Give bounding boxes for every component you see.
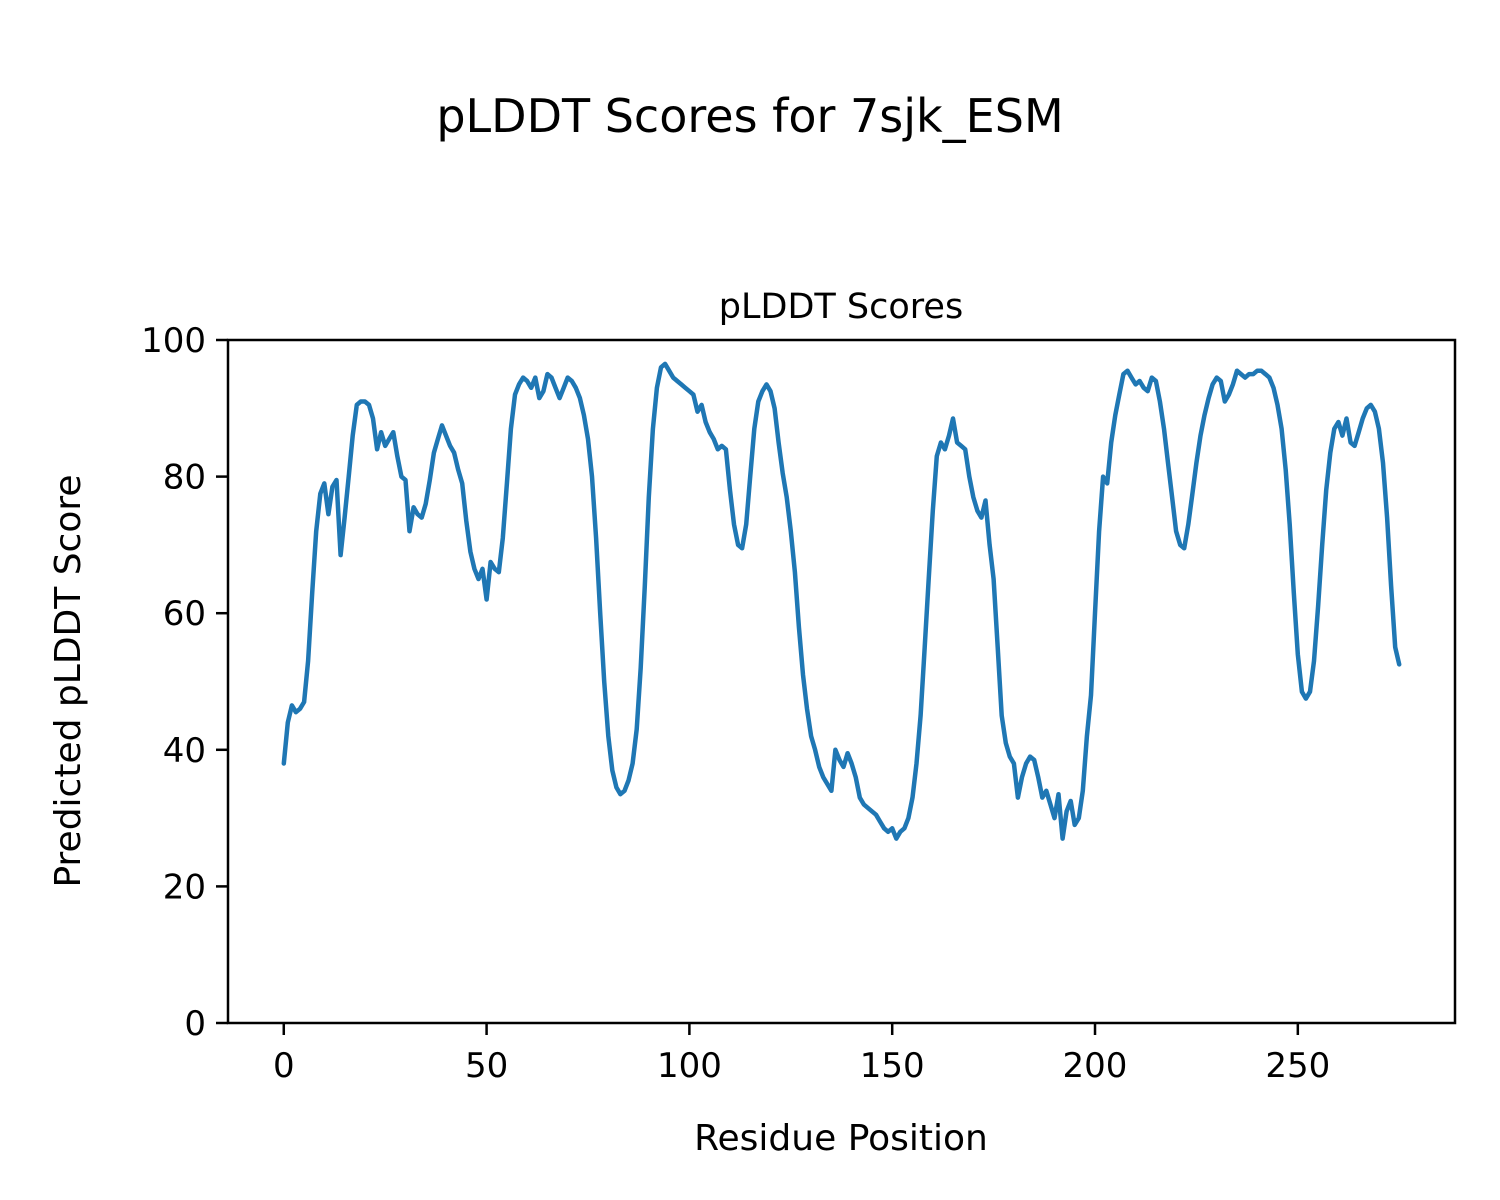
y-axis-label: Predicted pLDDT Score [48,474,89,887]
y-tick-label: 40 [163,731,206,771]
y-tick-label: 60 [163,594,206,634]
y-tick-label: 0 [184,1004,206,1044]
plot-border [226,338,1457,1025]
x-tick-label: 150 [860,1046,925,1086]
x-tick-label: 100 [657,1046,722,1086]
plddt-series-line [281,361,1402,841]
x-axis-label: Residue Position [694,1118,988,1159]
y-tick-label: 20 [163,867,206,907]
y-tick-label: 100 [141,321,206,361]
x-tick-label: 0 [273,1046,295,1086]
x-tick-label: 200 [1063,1046,1128,1086]
x-tick-label: 250 [1265,1046,1330,1086]
figure-suptitle: pLDDT Scores for 7sjk_ESM [436,89,1063,143]
axes-title: pLDDT Scores [719,287,963,327]
x-tick-label: 50 [465,1046,508,1086]
axis-ticks: 0 50 100 150 200 250 0 20 40 60 80 100 [141,321,1330,1086]
y-tick-label: 80 [163,458,206,498]
